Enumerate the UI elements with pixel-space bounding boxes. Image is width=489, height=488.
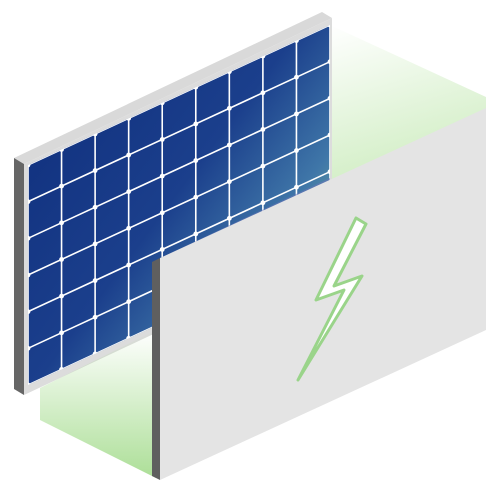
panel-grid-node bbox=[28, 382, 31, 385]
panel-gridline-horizontal bbox=[28, 60, 330, 203]
panel-grid-node bbox=[126, 299, 132, 305]
panel-grid-node bbox=[226, 105, 232, 111]
lightning-bolt-icon bbox=[296, 216, 368, 382]
panel-grid-node bbox=[260, 90, 266, 96]
floor-glow bbox=[40, 330, 156, 478]
panel-grid-node bbox=[260, 200, 266, 206]
panel-grid-node bbox=[327, 132, 330, 138]
panel-grid-node bbox=[92, 168, 98, 173]
panel-grid-node bbox=[92, 278, 98, 283]
panel-grid-node bbox=[294, 148, 299, 153]
panel-grid-node bbox=[226, 142, 232, 148]
panel-grid-node bbox=[126, 225, 132, 231]
panel-grid-node bbox=[28, 345, 31, 351]
panel-grid-node bbox=[28, 309, 31, 315]
panel-grid-node bbox=[59, 257, 64, 262]
panel-grid-node bbox=[327, 169, 330, 175]
panel-grid-node bbox=[226, 215, 232, 221]
panel-grid-node bbox=[193, 158, 199, 163]
panel-frame-side bbox=[14, 158, 24, 395]
panel-grid-node bbox=[327, 25, 330, 28]
panel-grid-node bbox=[126, 152, 132, 158]
panel-grid-node bbox=[226, 179, 232, 185]
panel-grid-node bbox=[92, 204, 98, 210]
panel-grid-node bbox=[260, 127, 266, 132]
solar-panel-icon bbox=[14, 12, 332, 395]
panel-grid-node bbox=[193, 121, 199, 127]
panel-grid-node bbox=[159, 247, 165, 252]
panel-grid-node bbox=[294, 111, 299, 117]
panel-grid-node bbox=[193, 194, 199, 200]
panel-grid-node bbox=[59, 293, 64, 299]
box-left-edge bbox=[152, 258, 160, 480]
panel-grid-node bbox=[193, 231, 199, 237]
panel-grid-node bbox=[28, 272, 31, 278]
panel-grid-node bbox=[294, 74, 299, 80]
panel-grid-node bbox=[260, 163, 266, 169]
panel-grid-node bbox=[28, 199, 31, 205]
panel-grid-node bbox=[59, 220, 64, 226]
panel-grid-node bbox=[28, 235, 31, 241]
panel-grid-node bbox=[59, 330, 64, 336]
panel-grid-node bbox=[126, 189, 132, 195]
panel-grid-node bbox=[159, 173, 165, 179]
panel-grid-node bbox=[92, 314, 98, 320]
panel-gridline-horizontal bbox=[28, 134, 330, 276]
panel-grid-node bbox=[126, 262, 132, 268]
panel-frame-top bbox=[14, 12, 332, 164]
panel-gridline-horizontal bbox=[28, 97, 330, 240]
panel-grid-node bbox=[294, 184, 299, 190]
panel-grid-node bbox=[327, 95, 330, 101]
panel-gridline-horizontal bbox=[28, 170, 330, 313]
panel-grid-node bbox=[92, 241, 98, 247]
panel-grid-node bbox=[159, 210, 165, 216]
panel-grid-node bbox=[59, 183, 64, 189]
panel-grid-node bbox=[327, 59, 330, 65]
panel-grid-node bbox=[159, 137, 165, 142]
